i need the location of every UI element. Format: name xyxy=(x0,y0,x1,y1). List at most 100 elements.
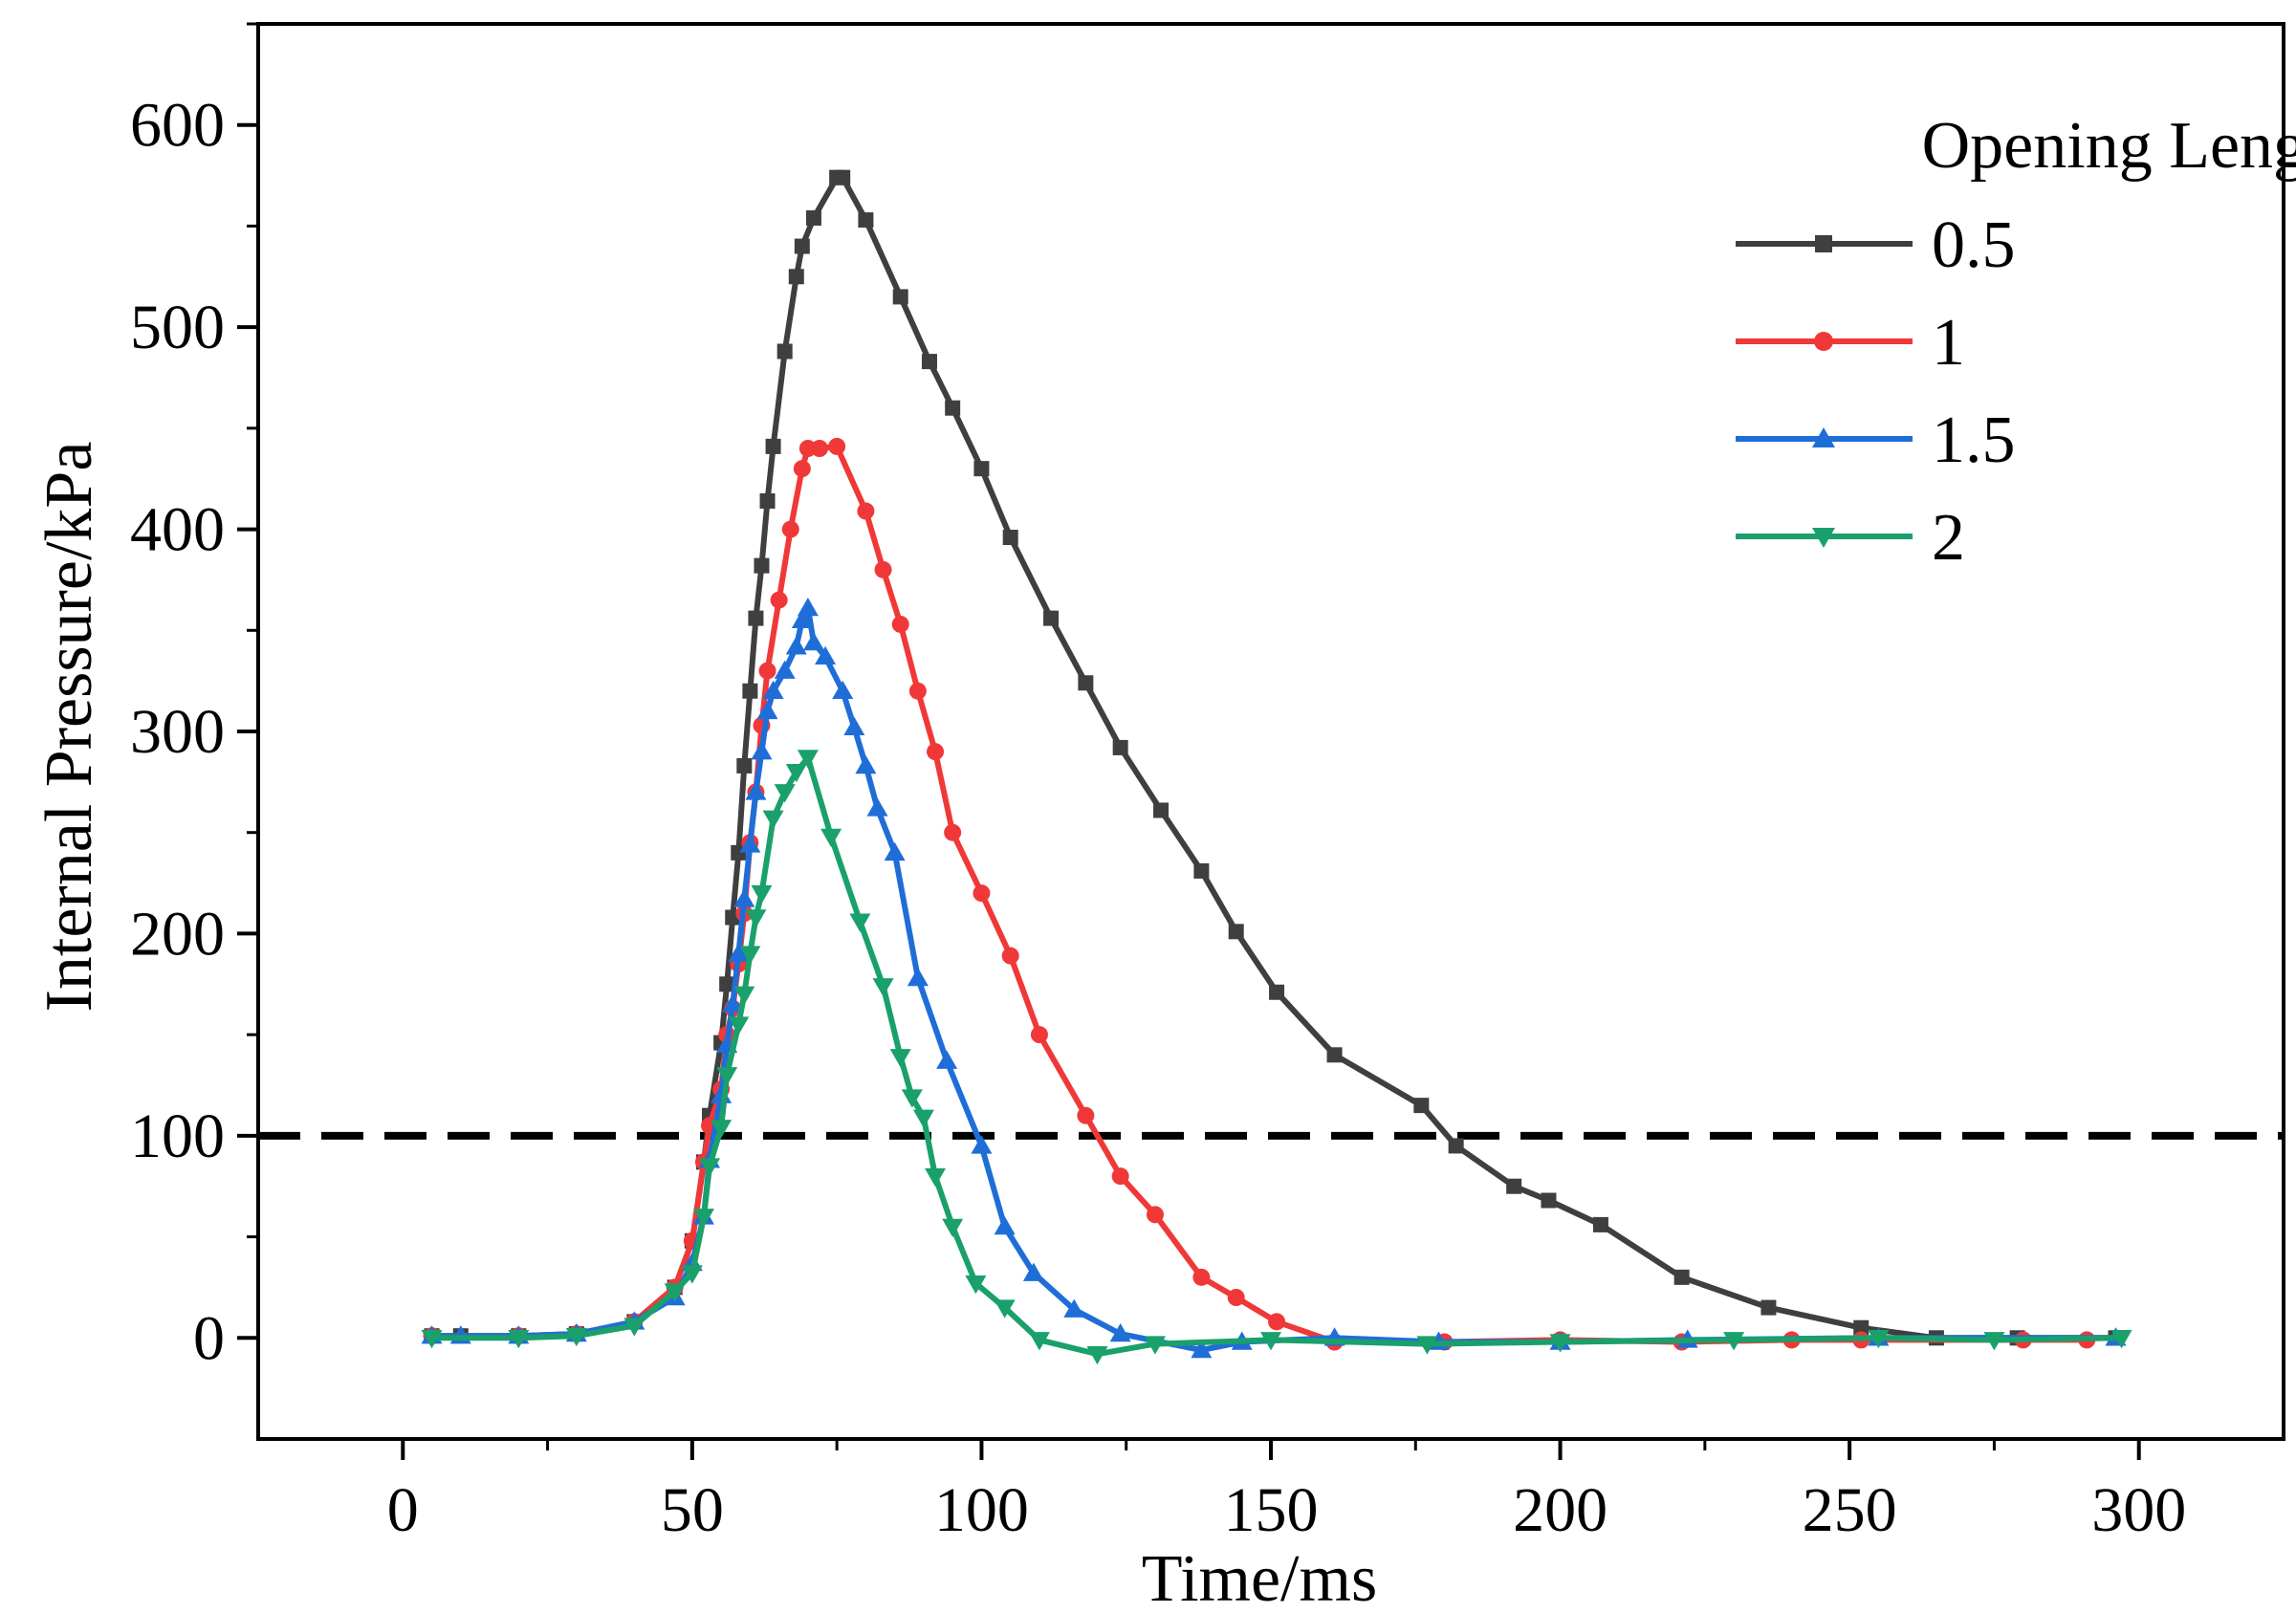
data-point xyxy=(754,557,770,574)
data-point xyxy=(1868,1330,1890,1349)
series-line xyxy=(428,443,2090,1345)
data-point xyxy=(762,680,784,699)
data-point xyxy=(508,1330,530,1349)
data-point xyxy=(1812,427,1835,447)
data-point xyxy=(965,1275,987,1295)
data-point xyxy=(908,682,927,700)
data-point xyxy=(751,741,773,760)
data-point xyxy=(1043,610,1060,626)
data-point xyxy=(1260,1332,1281,1351)
x-axis-title: Time/ms xyxy=(1142,1542,1377,1613)
data-point xyxy=(884,841,906,861)
data-point xyxy=(793,460,811,478)
data-point xyxy=(805,209,821,226)
data-point xyxy=(1227,1289,1245,1306)
data-point xyxy=(664,1283,686,1302)
series-line xyxy=(428,174,2119,1341)
data-point xyxy=(857,502,875,520)
data-point xyxy=(711,1120,733,1139)
x-tick-label: 100 xyxy=(934,1475,1029,1545)
data-point xyxy=(1112,739,1128,755)
data-point xyxy=(785,764,807,783)
data-point xyxy=(1228,924,1244,940)
data-point xyxy=(1030,1026,1048,1044)
data-point xyxy=(733,888,755,907)
data-point xyxy=(797,598,819,617)
data-point xyxy=(1673,1269,1690,1285)
data-point xyxy=(742,683,758,699)
data-point xyxy=(942,1218,964,1237)
data-point xyxy=(739,946,761,965)
data-point xyxy=(699,1158,721,1177)
legend-label: 2 xyxy=(1932,501,1965,575)
data-point xyxy=(936,1050,958,1069)
data-point xyxy=(944,823,962,841)
data-point xyxy=(973,884,991,903)
legend-title: Opening Length/m xyxy=(1922,109,2296,183)
y-tick-label: 600 xyxy=(130,91,225,161)
data-point xyxy=(1812,528,1835,548)
data-point xyxy=(797,750,819,769)
legend-entry: 2 xyxy=(1736,501,1965,575)
data-point xyxy=(1506,1178,1522,1194)
data-point xyxy=(623,1318,645,1337)
data-point xyxy=(1983,1332,2005,1351)
data-point xyxy=(2110,1330,2132,1349)
data-point xyxy=(1078,675,1094,691)
legend: Opening Length/m 0.5 1 1.5 2 xyxy=(1736,109,2296,575)
data-point xyxy=(945,400,961,416)
data-point xyxy=(1146,1206,1164,1224)
data-point xyxy=(751,884,773,905)
data-point xyxy=(1760,1299,1777,1316)
data-point xyxy=(1002,530,1018,546)
data-point xyxy=(849,913,871,932)
legend-entry: 1 xyxy=(1736,306,1965,380)
data-point xyxy=(774,660,796,679)
data-point xyxy=(858,212,874,229)
legend-entry: 0.5 xyxy=(1736,208,2016,282)
y-tick-label: 400 xyxy=(130,495,225,565)
data-point xyxy=(815,645,837,665)
data-point xyxy=(1077,1106,1095,1124)
data-point xyxy=(1549,1334,1571,1353)
data-point xyxy=(855,754,877,774)
x-tick-label: 150 xyxy=(1224,1475,1319,1545)
data-point xyxy=(1326,1047,1343,1063)
y-tick-label: 300 xyxy=(130,697,225,767)
data-point xyxy=(759,492,776,509)
data-point xyxy=(1853,1319,1870,1336)
legend-entry: 1.5 xyxy=(1736,403,2016,477)
data-point xyxy=(770,591,788,609)
data-point xyxy=(1028,1332,1050,1351)
data-point xyxy=(866,797,888,817)
data-point xyxy=(891,615,909,633)
data-point xyxy=(1153,802,1170,818)
data-point xyxy=(872,978,894,997)
data-point xyxy=(421,1330,443,1349)
data-point xyxy=(1448,1138,1464,1154)
data-point xyxy=(762,810,784,829)
data-point xyxy=(921,354,937,370)
axes: 0 50 100 150 200 250 300 0 100 200 300 400 500 600 xyxy=(130,22,2285,1545)
data-point xyxy=(745,781,767,800)
data-point xyxy=(1269,984,1285,1000)
data-point xyxy=(1086,1345,1108,1365)
data-point xyxy=(785,636,807,655)
data-point xyxy=(728,1016,750,1035)
data-point xyxy=(728,943,750,962)
legend-label: 0.5 xyxy=(1932,208,2016,282)
y-tick-label: 0 xyxy=(193,1303,225,1373)
data-point xyxy=(925,1167,947,1188)
data-point xyxy=(832,680,854,699)
data-point xyxy=(912,1109,934,1128)
data-point xyxy=(748,610,764,626)
data-point xyxy=(828,437,846,455)
data-point xyxy=(1022,1262,1044,1281)
data-point xyxy=(739,834,761,853)
x-tick-label: 250 xyxy=(1803,1475,1897,1545)
data-point xyxy=(774,784,796,803)
data-point xyxy=(719,976,735,992)
data-point xyxy=(1191,1339,1213,1359)
data-point xyxy=(788,269,804,285)
data-point xyxy=(889,1049,911,1068)
